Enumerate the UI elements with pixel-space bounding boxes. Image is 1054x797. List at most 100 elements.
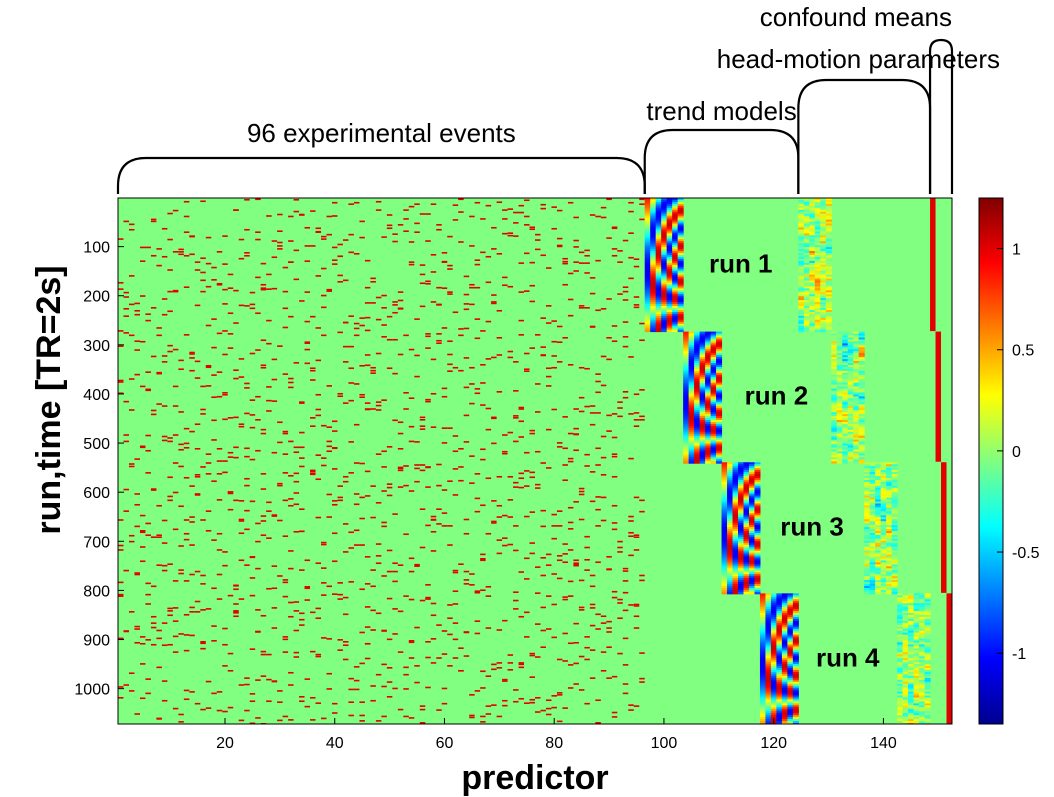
trend-cell (705, 400, 712, 403)
trend-cell (694, 380, 701, 384)
trend-cell (743, 481, 750, 485)
event-mark (118, 281, 124, 284)
event-mark (200, 519, 206, 521)
motion-cell (919, 668, 926, 671)
trend-cell (688, 431, 695, 435)
motion-cell (913, 695, 920, 698)
event-mark (172, 635, 179, 638)
event-mark (452, 450, 459, 453)
trend-cell (644, 262, 651, 266)
trend-cell (765, 597, 772, 600)
motion-cell (836, 453, 843, 456)
motion-cell (880, 483, 887, 487)
trend-cell (765, 593, 772, 596)
motion-cell (847, 453, 854, 456)
trend-cell (748, 538, 755, 542)
motion-cell (803, 290, 810, 293)
event-mark (342, 551, 349, 553)
trend-cell (672, 311, 679, 315)
event-mark (595, 722, 601, 724)
trend-cell (727, 495, 734, 499)
trend-cell (710, 416, 717, 419)
motion-cell (814, 249, 821, 252)
motion-cell (919, 656, 926, 659)
event-mark (414, 480, 420, 483)
motion-cell (836, 376, 843, 380)
event-mark (639, 415, 645, 418)
trend-cell (683, 447, 690, 450)
trend-cell (759, 646, 766, 649)
trend-cell (776, 624, 783, 628)
event-mark (118, 379, 124, 382)
trend-cell (759, 603, 766, 606)
event-mark (227, 273, 234, 276)
trend-cell (672, 264, 679, 268)
event-mark (310, 696, 316, 699)
event-mark (293, 651, 300, 654)
trend-cell (754, 499, 761, 503)
motion-cell (858, 435, 865, 439)
motion-cell (814, 245, 821, 248)
trend-cell (672, 321, 679, 325)
event-mark (145, 639, 151, 641)
motion-cell (919, 660, 926, 663)
motion-cell (831, 390, 838, 393)
trend-cell (688, 441, 695, 445)
motion-cell (825, 321, 832, 325)
trend-cell (699, 435, 706, 439)
event-mark (535, 383, 541, 385)
motion-cell (803, 313, 810, 317)
trend-cell (743, 468, 750, 471)
motion-cell (798, 198, 805, 201)
event-mark (118, 544, 124, 547)
event-mark (233, 456, 239, 459)
trend-cell (655, 235, 662, 238)
event-mark (233, 585, 239, 587)
trend-cell (748, 472, 755, 475)
trend-cell (721, 534, 728, 538)
trend-cell (727, 532, 734, 536)
event-mark (304, 362, 311, 365)
motion-cell (886, 464, 893, 467)
trend-cell (743, 527, 750, 530)
trend-cell (721, 477, 728, 481)
trend-cell (650, 296, 657, 299)
motion-cell (858, 414, 865, 417)
trend-cell (710, 357, 717, 360)
event-mark (238, 500, 245, 502)
motion-cell (869, 589, 876, 593)
event-mark (277, 701, 283, 704)
trend-cell (738, 491, 744, 495)
event-mark (529, 698, 535, 701)
motion-cell (897, 624, 904, 628)
motion-cell (919, 658, 926, 661)
motion-cell (891, 578, 898, 581)
event-mark (255, 395, 261, 398)
event-mark (600, 519, 607, 522)
trend-cell (748, 584, 755, 587)
motion-cell (891, 507, 898, 510)
motion-cell (858, 331, 865, 335)
event-mark (271, 607, 278, 609)
event-mark (381, 521, 387, 524)
trend-cell (677, 198, 684, 201)
motion-cell (869, 585, 876, 589)
trend-cell (661, 231, 668, 234)
trend-cell (710, 455, 717, 458)
event-mark (502, 452, 508, 455)
trend-cell (650, 217, 657, 221)
motion-cell (858, 427, 865, 431)
motion-cell (902, 624, 909, 628)
event-mark (342, 480, 349, 483)
motion-cell (908, 673, 915, 677)
event-mark (469, 383, 475, 385)
event-mark (556, 325, 563, 328)
trend-cell (792, 644, 799, 647)
event-mark (480, 330, 486, 332)
trend-cell (666, 254, 673, 258)
trend-cell (765, 721, 772, 724)
event-mark (359, 396, 365, 399)
motion-cell (913, 618, 920, 622)
motion-cell (875, 560, 882, 563)
trend-cell (759, 687, 766, 691)
